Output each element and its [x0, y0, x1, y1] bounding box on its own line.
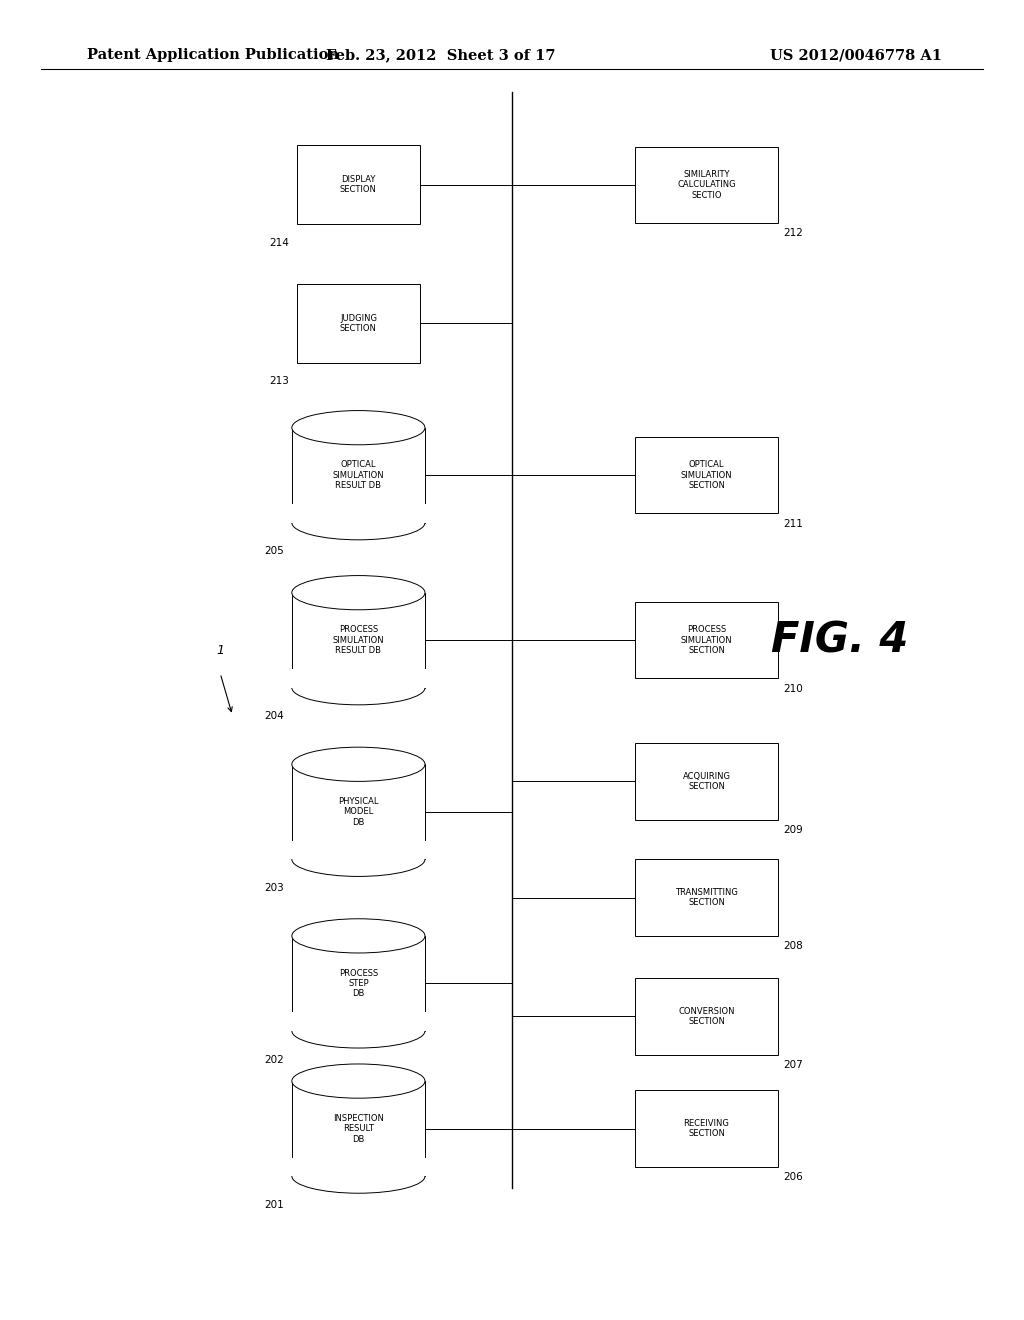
Bar [291, 1012, 426, 1031]
Ellipse shape [292, 1064, 425, 1098]
Bar [635, 1090, 778, 1167]
Bar [291, 669, 426, 688]
Ellipse shape [292, 671, 425, 705]
Text: 213: 213 [269, 376, 289, 387]
Ellipse shape [292, 576, 425, 610]
Text: 212: 212 [783, 228, 803, 239]
Text: US 2012/0046778 A1: US 2012/0046778 A1 [770, 49, 942, 62]
Ellipse shape [292, 1159, 425, 1193]
Bar [292, 1081, 425, 1176]
Text: 210: 210 [783, 684, 803, 694]
Bar [635, 978, 778, 1055]
Text: 204: 204 [264, 711, 284, 722]
Text: ACQUIRING
SECTION: ACQUIRING SECTION [683, 772, 730, 791]
Text: SIMILARITY
CALCULATING
SECTIO: SIMILARITY CALCULATING SECTIO [677, 170, 736, 199]
Bar [297, 145, 420, 224]
Text: DISPLAY
SECTION: DISPLAY SECTION [340, 176, 377, 194]
Text: OPTICAL
SIMULATION
SECTION: OPTICAL SIMULATION SECTION [681, 461, 732, 490]
Bar [292, 764, 425, 859]
Bar [291, 841, 426, 859]
Bar [635, 859, 778, 936]
Text: INSPECTION
RESULT
DB: INSPECTION RESULT DB [333, 1114, 384, 1143]
Bar [292, 936, 425, 1031]
Bar [635, 147, 778, 223]
Text: 202: 202 [264, 1055, 284, 1065]
Bar [635, 743, 778, 820]
Text: FIG. 4: FIG. 4 [771, 619, 908, 661]
Text: PROCESS
SIMULATION
SECTION: PROCESS SIMULATION SECTION [681, 626, 732, 655]
Bar [291, 1158, 426, 1176]
Bar [292, 593, 425, 688]
Text: 208: 208 [783, 941, 803, 952]
Text: Patent Application Publication: Patent Application Publication [87, 49, 339, 62]
Text: CONVERSION
SECTION: CONVERSION SECTION [678, 1007, 735, 1026]
Ellipse shape [292, 411, 425, 445]
Text: 206: 206 [783, 1172, 803, 1183]
Text: PHYSICAL
MODEL
DB: PHYSICAL MODEL DB [338, 797, 379, 826]
Text: Feb. 23, 2012  Sheet 3 of 17: Feb. 23, 2012 Sheet 3 of 17 [326, 49, 555, 62]
Text: 201: 201 [264, 1200, 284, 1210]
Text: PROCESS
SIMULATION
RESULT DB: PROCESS SIMULATION RESULT DB [333, 626, 384, 655]
Text: 203: 203 [264, 883, 284, 894]
Bar [291, 504, 426, 523]
Ellipse shape [292, 842, 425, 876]
Text: 205: 205 [264, 546, 284, 557]
Text: RECEIVING
SECTION: RECEIVING SECTION [684, 1119, 729, 1138]
Text: OPTICAL
SIMULATION
RESULT DB: OPTICAL SIMULATION RESULT DB [333, 461, 384, 490]
Ellipse shape [292, 506, 425, 540]
Text: PROCESS
STEP
DB: PROCESS STEP DB [339, 969, 378, 998]
Bar [297, 284, 420, 363]
Bar [635, 602, 778, 678]
Bar [635, 437, 778, 513]
Ellipse shape [292, 747, 425, 781]
Text: 209: 209 [783, 825, 803, 836]
Text: 207: 207 [783, 1060, 803, 1071]
Ellipse shape [292, 1014, 425, 1048]
Text: JUDGING
SECTION: JUDGING SECTION [340, 314, 377, 333]
Text: 211: 211 [783, 519, 803, 529]
Bar [292, 428, 425, 523]
Text: 214: 214 [269, 238, 289, 248]
Text: 1: 1 [216, 644, 224, 657]
Ellipse shape [292, 919, 425, 953]
Text: TRANSMITTING
SECTION: TRANSMITTING SECTION [675, 888, 738, 907]
